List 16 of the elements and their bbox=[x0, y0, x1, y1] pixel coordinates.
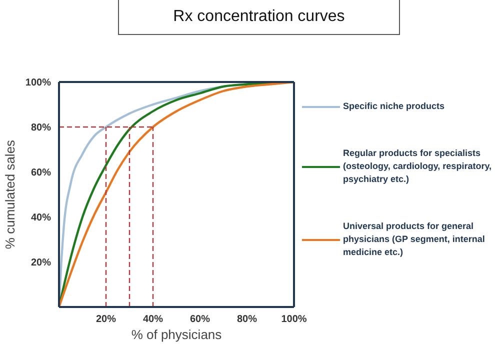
x-tick-label: 20% bbox=[96, 314, 116, 326]
x-tick-label: 40% bbox=[142, 314, 164, 326]
y-tick-label: 40% bbox=[30, 212, 52, 224]
legend-label: Specific niche products bbox=[343, 100, 445, 113]
x-tick-label: 60% bbox=[190, 314, 210, 326]
y-tick-label: 20% bbox=[30, 258, 52, 269]
legend-label: Regular products for specialists (osteology, cardiology, respiratory, psychiatry etc.) bbox=[343, 147, 492, 186]
x-tick-label: 100% bbox=[281, 314, 307, 326]
chart-title: Rx concentration curves bbox=[118, 0, 400, 35]
y-tick-label: 100% bbox=[25, 78, 52, 89]
y-axis-title: % cumulated sales bbox=[2, 139, 18, 250]
x-axis-title: % of physicians bbox=[131, 327, 222, 342]
x-tick-label: 80% bbox=[236, 314, 258, 326]
y-tick-label: 60% bbox=[30, 168, 52, 179]
y-tick-label: 80% bbox=[30, 122, 52, 134]
legend-label: Universal products for general physicians (GP segment, internal medicine etc.) bbox=[343, 220, 486, 259]
